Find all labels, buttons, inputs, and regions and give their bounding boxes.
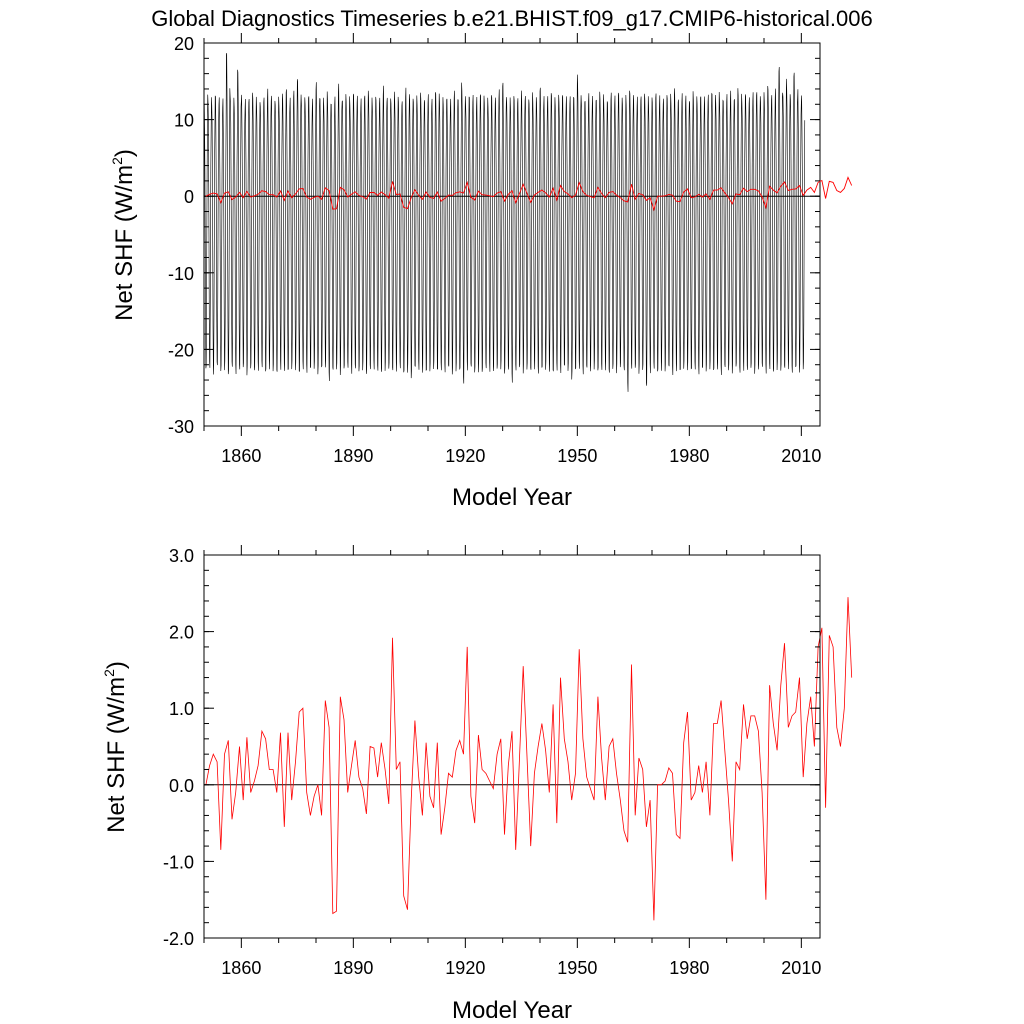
- y-tick-label: 2.0: [169, 623, 194, 643]
- x-tick-label: 2010: [781, 958, 821, 978]
- x-tick-label: 1890: [333, 958, 373, 978]
- y-tick-label: 3.0: [169, 546, 194, 566]
- y-tick-label: -1.0: [163, 852, 194, 872]
- svg-text:Net SHF (W/m2): Net SHF (W/m2): [109, 149, 138, 321]
- bottom-plot-frame: [203, 554, 821, 939]
- top-annual-mean-series: [205, 176, 853, 212]
- y-tick-label: 1.0: [169, 699, 194, 719]
- top-xlabel: Model Year: [452, 484, 572, 511]
- x-tick-label: 1950: [557, 446, 597, 466]
- bottom-annual-mean-series: [205, 597, 853, 921]
- bottom-panel: 1860 1890 1920 1950 1980 2010 -2.0 -1.0 0.0 1.0 2.…: [101, 545, 853, 1024]
- monthly-line: [203, 52, 806, 392]
- top-monthly-series: [203, 52, 806, 392]
- x-tick-label: 1920: [445, 446, 485, 466]
- x-tick-label: 1860: [221, 958, 261, 978]
- figure-title: Global Diagnostics Timeseries b.e21.BHIS…: [151, 6, 872, 31]
- y-tick-label: 0.0: [169, 776, 194, 796]
- top-axis-ticks: 1860 1890 1920 1950 1980 2010 -30 -20 -10 0 10 20: [168, 33, 821, 466]
- x-tick-label: 1860: [221, 446, 261, 466]
- y-tick-label: -20: [168, 340, 194, 360]
- x-tick-label: 2010: [781, 446, 821, 466]
- svg-text:Net SHF (W/m2): Net SHF (W/m2): [101, 661, 130, 833]
- bottom-axis-ticks: 1860 1890 1920 1950 1980 2010 -2.0 -1.0 0.0 1.0 2.…: [163, 545, 821, 978]
- top-annual-mean-line: [205, 176, 853, 212]
- x-tick-label: 1950: [557, 958, 597, 978]
- y-tick-label: 10: [174, 111, 194, 131]
- x-tick-label: 1890: [333, 446, 373, 466]
- y-tick-label: -2.0: [163, 929, 194, 949]
- y-tick-label: 0: [184, 187, 194, 207]
- x-tick-label: 1980: [669, 446, 709, 466]
- annual-mean-line: [205, 597, 853, 921]
- bottom-xlabel: Model Year: [452, 997, 572, 1024]
- y-tick-label: -30: [168, 417, 194, 437]
- top-panel: 1860 1890 1920 1950 1980 2010 -30 -20 -10 0 10 20 N…: [109, 33, 853, 511]
- top-ylabel: Net SHF (W/m2): [109, 149, 138, 321]
- y-tick-label: -10: [168, 264, 194, 284]
- y-tick-label: 20: [174, 34, 194, 54]
- x-tick-label: 1920: [445, 958, 485, 978]
- bottom-ylabel: Net SHF (W/m2): [101, 661, 130, 833]
- x-tick-label: 1980: [669, 958, 709, 978]
- top-plot-frame: [203, 42, 821, 427]
